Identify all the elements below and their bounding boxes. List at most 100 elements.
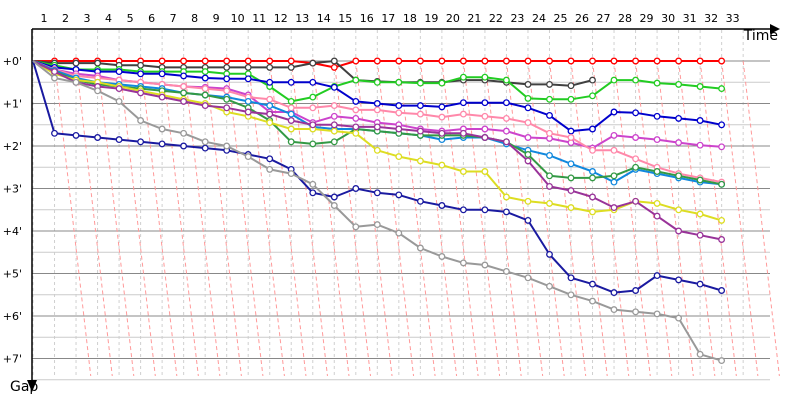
series-point — [718, 57, 726, 65]
leader-line — [742, 60, 780, 377]
series-point — [373, 78, 381, 86]
series-point — [395, 57, 403, 65]
leader-line — [441, 60, 479, 377]
series-point — [266, 119, 274, 127]
series-point — [94, 134, 102, 141]
series-point — [287, 117, 295, 124]
series-point — [653, 168, 661, 175]
series-point — [610, 57, 618, 65]
x-tick-label: 3 — [84, 12, 91, 25]
series-point — [675, 80, 683, 88]
series-point — [502, 193, 510, 201]
series-point — [244, 57, 252, 65]
leader-line — [613, 60, 651, 377]
series-point — [589, 193, 596, 201]
series-point — [158, 93, 166, 101]
series-point — [610, 178, 618, 186]
series-point — [201, 102, 209, 110]
series-point — [459, 110, 467, 118]
series-point — [137, 89, 145, 97]
series-point — [567, 95, 575, 103]
series-point — [718, 85, 726, 93]
series-group — [32, 60, 726, 135]
series-point — [223, 95, 231, 103]
series-point — [502, 57, 510, 65]
leader-line — [355, 60, 393, 377]
series-point — [330, 193, 338, 201]
series-point — [137, 138, 145, 146]
x-tick-label: 17 — [381, 12, 395, 25]
x-tick-label: 21 — [467, 12, 481, 25]
series-point — [546, 182, 553, 190]
series-point — [330, 63, 338, 71]
series-point — [201, 85, 209, 93]
series-point — [266, 102, 274, 110]
series-point — [502, 99, 510, 107]
x-tick-label: 31 — [683, 12, 697, 25]
leader-line — [290, 60, 328, 377]
series-point — [395, 191, 403, 199]
x-tick-label: 10 — [231, 12, 245, 25]
series-point — [223, 75, 231, 83]
series-point — [352, 129, 360, 137]
series-point — [244, 63, 252, 71]
y-tick-label: +1' — [3, 98, 22, 111]
series-point — [718, 143, 726, 151]
series-point — [352, 97, 360, 105]
series-point — [352, 185, 360, 192]
series-point — [438, 113, 446, 121]
series-point — [459, 168, 467, 175]
leader-line — [161, 60, 199, 377]
series-point — [201, 74, 209, 82]
leader-line — [183, 60, 221, 377]
series-point — [373, 123, 381, 131]
series-point — [137, 117, 145, 124]
series-point — [330, 102, 338, 110]
series-point — [610, 131, 618, 139]
series-point — [589, 57, 596, 65]
series-point — [653, 136, 661, 144]
series-point — [115, 136, 123, 144]
series-point — [481, 168, 489, 175]
series-point — [395, 78, 403, 86]
series-point — [352, 114, 360, 122]
series-point — [589, 174, 596, 182]
series-point — [632, 308, 640, 316]
series-point — [589, 125, 596, 133]
series-point — [416, 110, 424, 118]
series-point — [352, 223, 360, 231]
series-point — [481, 73, 489, 81]
tick-labels: 1 2 3 4 5 6 7 8 9 10 11 12 13 14 15 16 17 18 19 20 21 22 23 24 2… — [3, 12, 740, 366]
series-point — [632, 134, 640, 141]
leader-line — [570, 60, 608, 377]
series-point — [287, 104, 295, 112]
series-point — [373, 221, 381, 229]
x-axis-title: Time — [743, 28, 778, 44]
series-point — [438, 79, 446, 87]
series-point — [632, 197, 640, 205]
series-point — [546, 80, 553, 88]
x-tick-label: 33 — [726, 12, 740, 25]
series-point — [180, 83, 188, 90]
series-point — [266, 95, 274, 103]
x-tick-label: 27 — [597, 12, 611, 25]
series-point — [675, 139, 683, 147]
series-point — [481, 112, 489, 120]
leader-line — [527, 60, 565, 377]
x-tick-label: 26 — [575, 12, 589, 25]
leader-line — [54, 60, 92, 377]
series-point — [546, 95, 553, 103]
series-point — [72, 131, 80, 139]
series-point — [416, 57, 424, 65]
series-point — [546, 250, 553, 258]
series-point — [352, 123, 360, 131]
series-point — [180, 89, 188, 97]
x-tick-label: 23 — [510, 12, 524, 25]
leader-line — [462, 60, 501, 377]
series-point — [438, 103, 446, 111]
series-point — [287, 138, 295, 146]
series-point — [524, 94, 532, 102]
series-point — [373, 57, 381, 65]
series-point — [546, 111, 553, 119]
series-group — [33, 57, 726, 71]
